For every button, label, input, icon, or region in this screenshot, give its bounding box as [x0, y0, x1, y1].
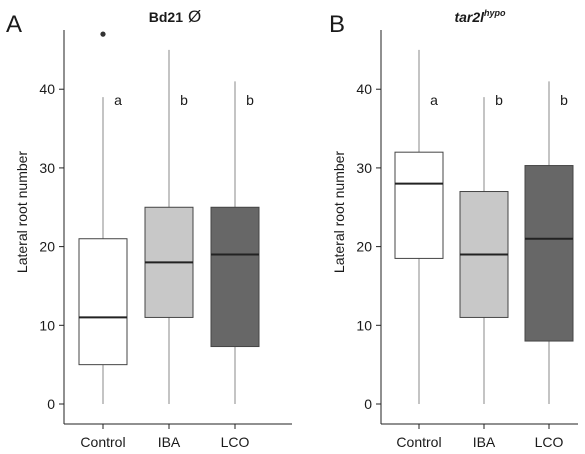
panel-a: A Bd21 Ø Lateral root number 0 10 20 30 40 a Co… — [6, 7, 292, 450]
panel-b-y-tick-label: 30 — [356, 160, 372, 176]
panel-b-lco-box — [524, 165, 574, 342]
panel-b-title: tar2lhypo — [454, 8, 506, 25]
panel-a-letter: A — [6, 11, 22, 38]
panel-a-control-significance-label: a — [114, 92, 122, 108]
panel-a-plot-area: 0 10 20 30 40 a Control b IBA b LCO — [39, 30, 292, 450]
panel-a-y-tick-label: 20 — [39, 239, 55, 255]
panel-a-control-box — [78, 238, 128, 366]
panel-a-title-symbol: Ø — [188, 7, 201, 26]
panel-a-iba-category-label: IBA — [158, 434, 181, 450]
panel-b-lco-category-label: LCO — [535, 434, 564, 450]
panel-a-control-category-label: Control — [80, 434, 125, 450]
panel-a-y-tick-label: 30 — [39, 160, 55, 176]
panel-b-y-axis-label: Lateral root number — [331, 151, 347, 274]
panel-a-y-tick-label: 0 — [47, 396, 55, 412]
panel-a-y-tick-label: 10 — [39, 317, 55, 333]
panel-b-iba-category-label: IBA — [473, 434, 496, 450]
panel-a-control-outlier-point — [100, 31, 106, 37]
panel-b-iba-significance-label: b — [495, 92, 503, 108]
panel-b-control-box — [394, 151, 444, 259]
panel-a-title-text: Bd21 — [149, 9, 183, 25]
panel-b-y-tick-label: 10 — [356, 317, 372, 333]
panel-a-lco-category-label: LCO — [221, 434, 250, 450]
panel-b-control-category-label: Control — [396, 434, 441, 450]
panel-b-lco-significance-label: b — [560, 92, 568, 108]
panel-a-y-axis-label: Lateral root number — [14, 151, 30, 274]
panel-b: B tar2lhypo Lateral root number 0 10 20 30 4… — [329, 8, 578, 450]
panel-a-lco-box — [210, 206, 260, 348]
panel-b-title-text: tar2l — [454, 9, 485, 25]
panel-a-title: Bd21 Ø — [149, 7, 201, 26]
panel-a-y-tick-label: 40 — [39, 81, 55, 97]
panel-b-title-superscript: hypo — [484, 8, 506, 18]
panel-a-lco-significance-label: b — [246, 92, 254, 108]
panel-b-y-tick-label: 0 — [364, 396, 372, 412]
panel-a-iba-significance-label: b — [180, 92, 188, 108]
panel-b-letter: B — [329, 11, 345, 38]
panel-b-control-significance-label: a — [430, 92, 438, 108]
panel-b-y-tick-label: 40 — [356, 81, 372, 97]
panel-b-plot-area: 0 10 20 30 40 a Control b IBA b LCO — [356, 30, 578, 450]
panel-b-y-tick-label: 20 — [356, 239, 372, 255]
